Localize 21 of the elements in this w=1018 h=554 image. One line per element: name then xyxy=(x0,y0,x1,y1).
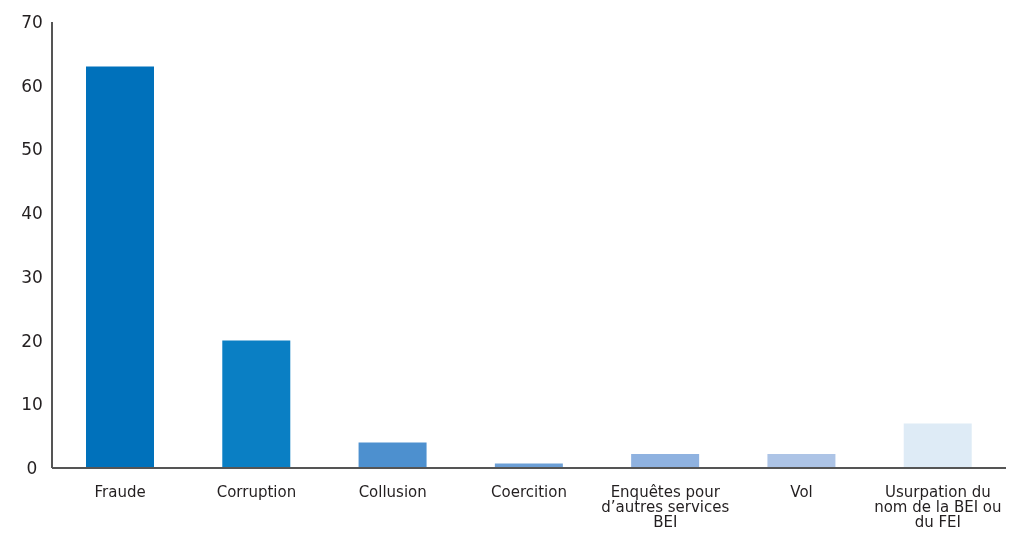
y-tick-label: 40 xyxy=(21,203,43,224)
x-tick-label: Fraude xyxy=(94,482,146,501)
x-tick-label: Usurpation du nom de la BEI ou du FEI xyxy=(874,482,1002,531)
bar xyxy=(903,423,972,468)
x-tick-label: Corruption xyxy=(216,482,297,501)
y-tick-label: 30 xyxy=(21,266,43,287)
x-tick-label: Coercition xyxy=(491,482,567,501)
x-tick-label: Enquêtes pour d’autres services BEI xyxy=(601,482,730,531)
y-tick-label: 20 xyxy=(21,330,43,351)
bar xyxy=(631,453,700,468)
bar xyxy=(358,442,427,468)
x-tick-label: Collusion xyxy=(358,482,427,501)
y-tick-label: 60 xyxy=(21,75,43,96)
y-tick-label: 10 xyxy=(21,394,43,415)
bar xyxy=(86,66,154,468)
y-tick-label: 70 xyxy=(21,12,43,33)
y-tick-label: 50 xyxy=(21,139,43,160)
y-tick-label: 0 xyxy=(26,458,38,479)
bar xyxy=(767,453,836,468)
x-tick-label: Vol xyxy=(790,482,813,501)
bar xyxy=(222,340,291,468)
